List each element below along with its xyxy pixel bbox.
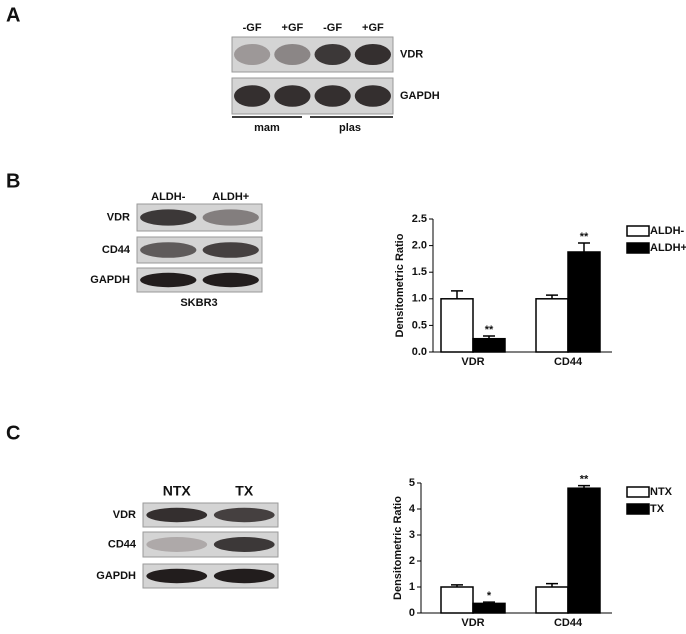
panel-label: C <box>6 422 20 444</box>
error-bar <box>483 335 495 339</box>
y-axis-label: Densitometric Ratio <box>394 233 406 337</box>
legend-label: ALDH- <box>650 225 685 237</box>
row-label: CD44 <box>108 538 137 550</box>
row-label: CD44 <box>102 244 131 256</box>
cell-line: SKBR3 <box>180 297 217 309</box>
legend-label: NTX <box>650 486 673 498</box>
y-tick-label: 2.0 <box>412 240 427 252</box>
legend-swatch <box>626 503 650 515</box>
error-bar <box>451 584 463 587</box>
y-tick-label: 1.5 <box>412 266 427 278</box>
y-tick-label: 0 <box>409 607 415 619</box>
bar <box>567 251 601 353</box>
x-tick-label: VDR <box>461 617 484 629</box>
band <box>213 507 275 523</box>
band <box>213 537 275 552</box>
row-label: VDR <box>113 509 136 521</box>
y-tick-label: 5 <box>409 477 415 489</box>
legend-label: TX <box>650 503 665 515</box>
x-tick-label: VDR <box>461 356 484 368</box>
bar <box>440 298 474 353</box>
band <box>146 537 208 552</box>
significance: ** <box>485 324 494 336</box>
y-tick-label: 4 <box>409 503 416 515</box>
x-tick-label: CD44 <box>554 356 583 368</box>
band <box>234 85 271 107</box>
y-tick-label: 0.0 <box>412 346 427 358</box>
y-tick-label: 3 <box>409 529 415 541</box>
bar <box>440 586 474 614</box>
band <box>146 507 208 523</box>
row-label: VDR <box>107 211 130 223</box>
band <box>140 209 197 226</box>
row-label: GAPDH <box>90 274 130 286</box>
row-label: GAPDH <box>96 570 136 582</box>
lane-label: ALDH+ <box>212 191 249 203</box>
panel-label: A <box>6 4 20 26</box>
band <box>202 209 259 226</box>
band <box>274 44 311 65</box>
error-bar <box>578 484 590 489</box>
bar <box>472 602 506 614</box>
legend-swatch <box>626 242 650 254</box>
band <box>314 85 351 107</box>
row-label: GAPDH <box>400 90 440 102</box>
error-bar <box>546 294 558 299</box>
bar <box>567 487 601 614</box>
y-tick-label: 2 <box>409 555 415 567</box>
lane-label: -GF <box>243 22 262 34</box>
band <box>354 44 391 65</box>
lane-label: +GF <box>362 22 384 34</box>
error-bar <box>578 242 590 252</box>
y-tick-label: 0.5 <box>412 319 427 331</box>
lane-label: -GF <box>323 22 342 34</box>
band <box>213 568 275 584</box>
error-bar <box>546 582 558 587</box>
band <box>146 568 208 584</box>
lane-label: TX <box>235 483 254 499</box>
band <box>354 85 391 107</box>
error-bar <box>451 290 463 299</box>
panel-label: B <box>6 170 20 192</box>
group-label: plas <box>339 122 361 134</box>
lane-label: ALDH- <box>151 191 186 203</box>
error-bar <box>483 601 495 604</box>
y-tick-label: 1 <box>409 581 415 593</box>
significance: ** <box>580 231 589 243</box>
band <box>140 242 197 258</box>
band <box>234 44 271 65</box>
row-label: VDR <box>400 48 423 60</box>
x-tick-label: CD44 <box>554 617 583 629</box>
legend-swatch <box>626 225 650 237</box>
band <box>202 272 259 288</box>
significance: * <box>487 590 492 602</box>
significance: ** <box>580 474 589 486</box>
bar <box>535 586 569 614</box>
legend-swatch <box>626 486 650 498</box>
legend-label: ALDH+ <box>650 242 686 254</box>
y-tick-label: 1.0 <box>412 293 427 305</box>
lane-label: +GF <box>282 22 304 34</box>
y-axis-label: Densitometric Ratio <box>392 496 404 600</box>
band <box>314 44 351 65</box>
lane-label: NTX <box>163 483 192 499</box>
bar <box>472 337 506 353</box>
y-tick-label: 2.5 <box>412 213 427 225</box>
bar <box>535 298 569 353</box>
band <box>274 85 311 107</box>
band <box>202 242 259 258</box>
band <box>140 272 197 288</box>
group-label: mam <box>254 122 280 134</box>
